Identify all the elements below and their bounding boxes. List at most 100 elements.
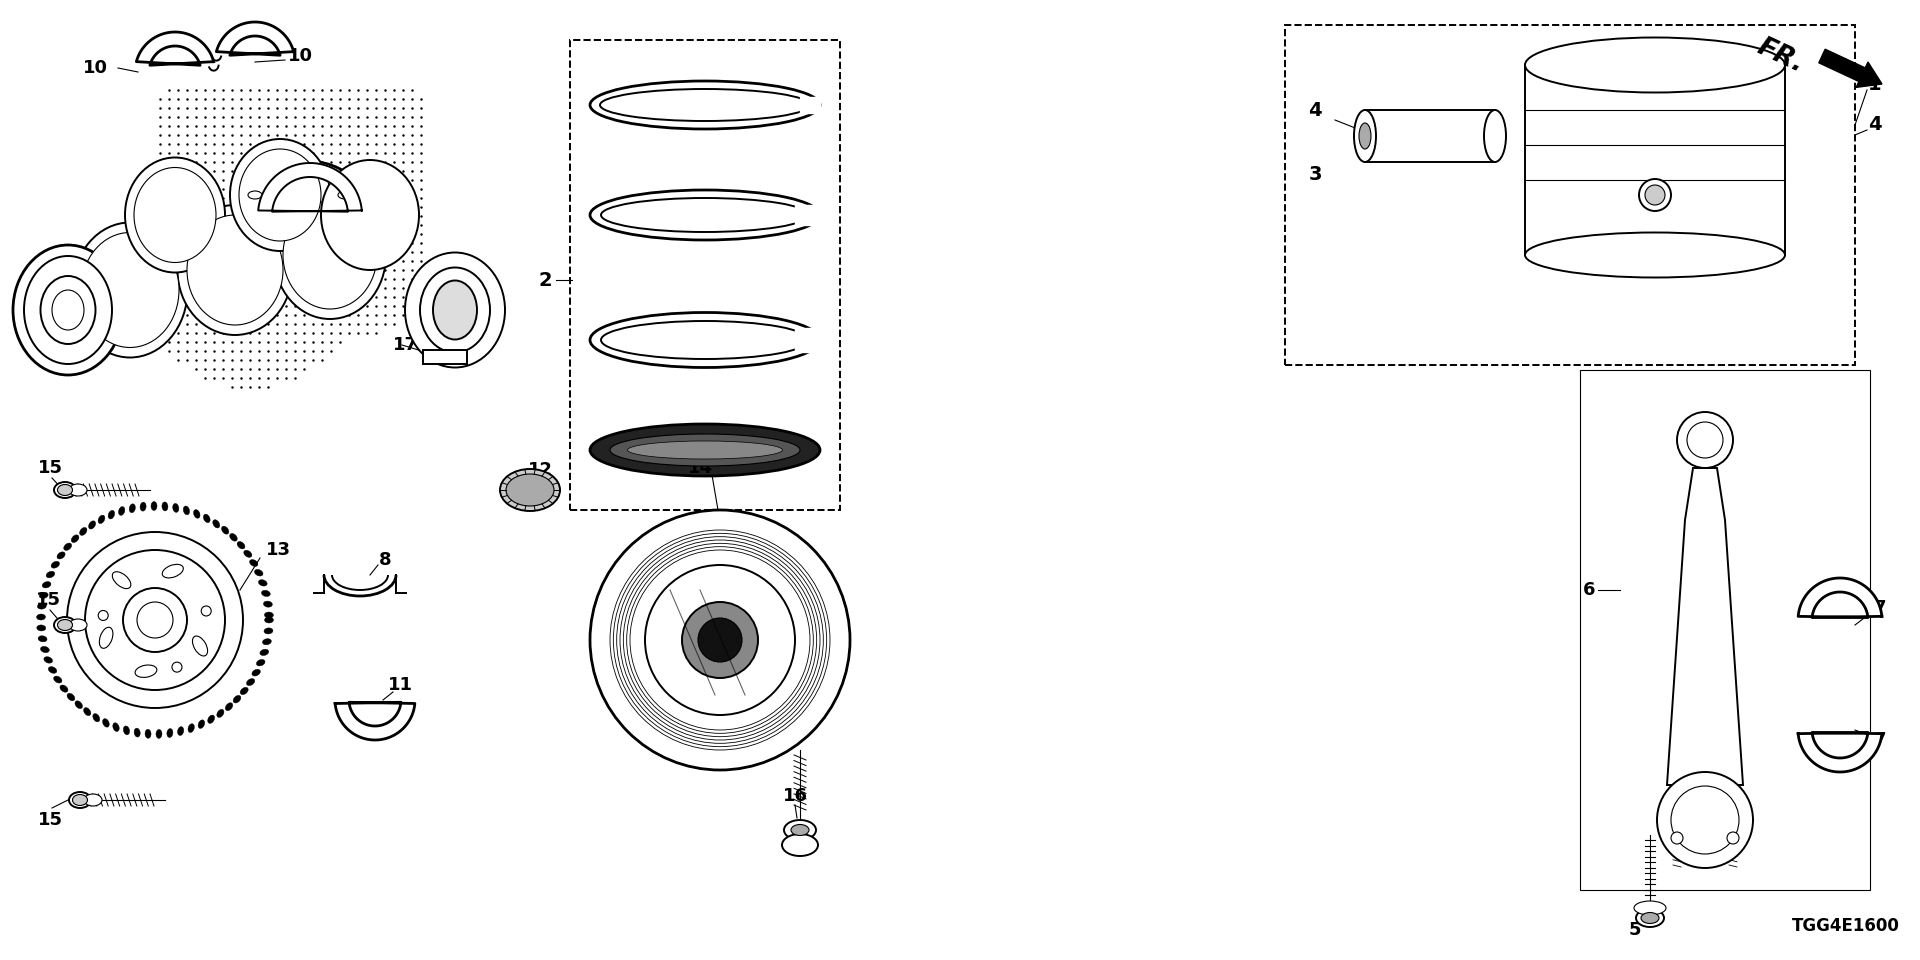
Ellipse shape	[1642, 913, 1659, 924]
Ellipse shape	[36, 614, 46, 620]
Ellipse shape	[58, 552, 65, 559]
Ellipse shape	[434, 280, 476, 340]
Ellipse shape	[156, 730, 161, 738]
Circle shape	[699, 618, 741, 662]
Ellipse shape	[52, 562, 60, 568]
Ellipse shape	[146, 730, 152, 738]
Ellipse shape	[248, 191, 261, 199]
Ellipse shape	[73, 223, 188, 357]
Ellipse shape	[246, 679, 255, 685]
Ellipse shape	[198, 720, 205, 729]
Circle shape	[1657, 772, 1753, 868]
Ellipse shape	[58, 485, 73, 495]
Ellipse shape	[36, 603, 46, 610]
Ellipse shape	[238, 149, 321, 241]
Bar	[1284, 25, 1855, 365]
Text: 5: 5	[1628, 921, 1642, 939]
Ellipse shape	[791, 825, 808, 835]
Ellipse shape	[1636, 909, 1665, 927]
Ellipse shape	[119, 507, 125, 516]
Text: 4: 4	[1868, 115, 1882, 134]
Ellipse shape	[69, 484, 86, 496]
Text: 10: 10	[83, 59, 108, 77]
Ellipse shape	[255, 569, 263, 576]
Circle shape	[98, 611, 108, 620]
Ellipse shape	[507, 474, 555, 506]
Ellipse shape	[338, 191, 351, 199]
Ellipse shape	[46, 571, 56, 578]
Ellipse shape	[1354, 110, 1377, 162]
Ellipse shape	[1524, 232, 1786, 277]
Ellipse shape	[263, 638, 271, 645]
Ellipse shape	[88, 521, 96, 529]
Ellipse shape	[69, 792, 90, 808]
Ellipse shape	[167, 729, 173, 737]
Polygon shape	[795, 328, 824, 352]
Ellipse shape	[783, 820, 816, 840]
Text: 15: 15	[38, 459, 63, 477]
Ellipse shape	[67, 693, 75, 701]
Ellipse shape	[225, 703, 232, 710]
Ellipse shape	[221, 526, 228, 534]
Text: 2: 2	[538, 271, 551, 290]
Ellipse shape	[194, 510, 200, 518]
Ellipse shape	[40, 276, 96, 344]
Ellipse shape	[163, 564, 182, 578]
Ellipse shape	[60, 685, 67, 692]
Ellipse shape	[69, 619, 86, 631]
Polygon shape	[109, 235, 196, 265]
Text: FR.: FR.	[1753, 34, 1809, 78]
Ellipse shape	[161, 502, 167, 511]
Ellipse shape	[192, 636, 207, 656]
Ellipse shape	[261, 590, 271, 596]
Text: 15: 15	[35, 591, 61, 609]
Ellipse shape	[100, 627, 113, 648]
Ellipse shape	[123, 726, 129, 734]
Text: 7: 7	[1874, 731, 1885, 749]
Ellipse shape	[275, 191, 386, 319]
Polygon shape	[217, 22, 294, 56]
Circle shape	[645, 565, 795, 715]
Circle shape	[173, 662, 182, 672]
Ellipse shape	[244, 550, 252, 558]
Text: 12: 12	[528, 461, 553, 479]
Text: 4: 4	[1308, 101, 1321, 119]
Ellipse shape	[71, 535, 79, 542]
Bar	[1524, 65, 1786, 255]
Ellipse shape	[63, 543, 71, 550]
Ellipse shape	[405, 252, 505, 368]
Ellipse shape	[92, 713, 100, 722]
Ellipse shape	[1484, 110, 1505, 162]
Text: 15: 15	[38, 811, 63, 829]
Ellipse shape	[781, 834, 818, 856]
Polygon shape	[1667, 468, 1743, 785]
Ellipse shape	[54, 617, 77, 633]
Ellipse shape	[236, 541, 246, 549]
Circle shape	[1670, 786, 1740, 854]
Circle shape	[123, 588, 186, 652]
Text: 8: 8	[378, 551, 392, 569]
Ellipse shape	[259, 649, 269, 656]
Ellipse shape	[42, 582, 52, 588]
Ellipse shape	[177, 727, 184, 735]
Ellipse shape	[44, 657, 52, 663]
Ellipse shape	[58, 619, 73, 631]
Text: 17: 17	[392, 336, 417, 354]
Text: 1: 1	[1868, 76, 1882, 94]
Ellipse shape	[1634, 901, 1667, 915]
Ellipse shape	[265, 617, 273, 623]
Ellipse shape	[177, 205, 292, 335]
Circle shape	[1726, 832, 1740, 844]
Ellipse shape	[589, 424, 820, 476]
Ellipse shape	[75, 701, 83, 708]
Polygon shape	[136, 32, 213, 65]
Ellipse shape	[217, 709, 225, 717]
Text: 7: 7	[1874, 599, 1885, 617]
Ellipse shape	[54, 482, 77, 498]
Ellipse shape	[111, 572, 131, 588]
Ellipse shape	[134, 167, 215, 262]
Polygon shape	[1799, 732, 1882, 772]
Ellipse shape	[52, 290, 84, 330]
Ellipse shape	[204, 515, 209, 522]
Circle shape	[682, 602, 758, 678]
